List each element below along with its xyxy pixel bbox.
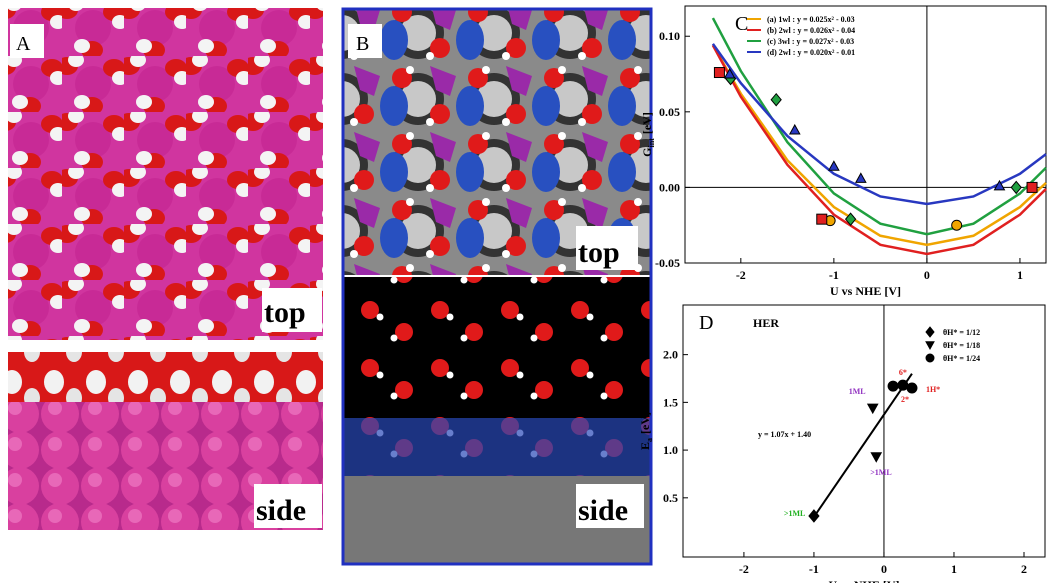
y-label-sub: int <box>647 138 656 148</box>
legend-label: (c) 3wl : y = 0.027x² - 0.03 <box>767 37 854 46</box>
x-tick-label: -1 <box>809 562 819 576</box>
plot-frame <box>683 305 1045 557</box>
legend-label: (b) 2wl : y = 0.026x² - 0.04 <box>767 26 855 35</box>
panel-b: B top side <box>343 9 651 564</box>
marker <box>907 383 917 393</box>
x-axis-label: U vs NHE [V] <box>829 578 900 583</box>
marker <box>898 380 908 390</box>
view-label: top <box>264 296 306 329</box>
marker <box>888 381 898 391</box>
y-label-unit: [eV] <box>638 412 652 434</box>
point-label: >1ML <box>784 509 805 518</box>
y-tick-label: 2.0 <box>663 348 678 362</box>
annotation: HER <box>753 316 779 330</box>
x-tick-label: -1 <box>829 268 839 282</box>
y-label-unit: [eV] <box>640 112 654 134</box>
x-tick-label: -2 <box>739 562 749 576</box>
marker <box>952 220 962 230</box>
panel-label: C <box>735 13 748 35</box>
view-label: side <box>256 494 306 527</box>
legend-label: θH* = 1/18 <box>943 341 980 350</box>
x-tick-label: 1 <box>1017 268 1023 282</box>
legend-label: θH* = 1/12 <box>943 328 980 337</box>
point-label: 1ML <box>849 387 866 396</box>
x-tick-label: 0 <box>924 268 930 282</box>
equation: y = 1.07x + 1.40 <box>758 430 811 439</box>
y-label-sub: a <box>645 438 654 442</box>
marker <box>817 214 827 224</box>
y-label-main: E <box>638 442 652 450</box>
panel-label: A <box>16 33 31 55</box>
marker <box>926 354 934 362</box>
marker <box>714 68 724 78</box>
y-tick-label: 0.05 <box>659 105 680 119</box>
panel-a-water-layer <box>8 352 323 402</box>
panel-label: B <box>356 33 369 55</box>
x-tick-label: 0 <box>881 562 887 576</box>
x-axis-label: U vs NHE [V] <box>830 284 901 298</box>
y-axis-label: Gint [eV] <box>640 112 656 157</box>
x-tick-label: -2 <box>736 268 746 282</box>
point-label: 2* <box>901 395 909 404</box>
charge-density <box>344 418 650 476</box>
point-label: >1ML <box>870 468 891 477</box>
legend-label: θH* = 1/24 <box>943 354 980 363</box>
x-tick-label: 1 <box>951 562 957 576</box>
y-tick-label: 0.00 <box>659 180 680 194</box>
legend-label: (a) 1wl : y = 0.025x² - 0.03 <box>767 15 855 24</box>
y-tick-label: 0.10 <box>659 29 680 43</box>
view-label: top <box>578 236 620 269</box>
point-label: 6* <box>899 368 907 377</box>
marker <box>1027 182 1037 192</box>
panel-a: A top side <box>8 8 323 530</box>
y-tick-label: 0.5 <box>663 491 678 505</box>
panel-label: D <box>699 312 713 334</box>
y-tick-label: -0.05 <box>655 256 680 270</box>
legend-label: (d) 2wl : y = 0.020x² - 0.01 <box>767 48 855 57</box>
y-tick-label: 1.5 <box>663 395 678 409</box>
point-label: 1H* <box>926 385 940 394</box>
x-tick-label: 2 <box>1021 562 1027 576</box>
y-axis-label: Ea [eV] <box>638 412 654 450</box>
figure: A top side B top side -2 -1 0 1 -0.05 0.00 0.0… <box>0 0 1052 583</box>
y-label-main: G <box>640 147 654 156</box>
y-tick-label: 1.0 <box>663 443 678 457</box>
view-label: side <box>578 494 628 527</box>
